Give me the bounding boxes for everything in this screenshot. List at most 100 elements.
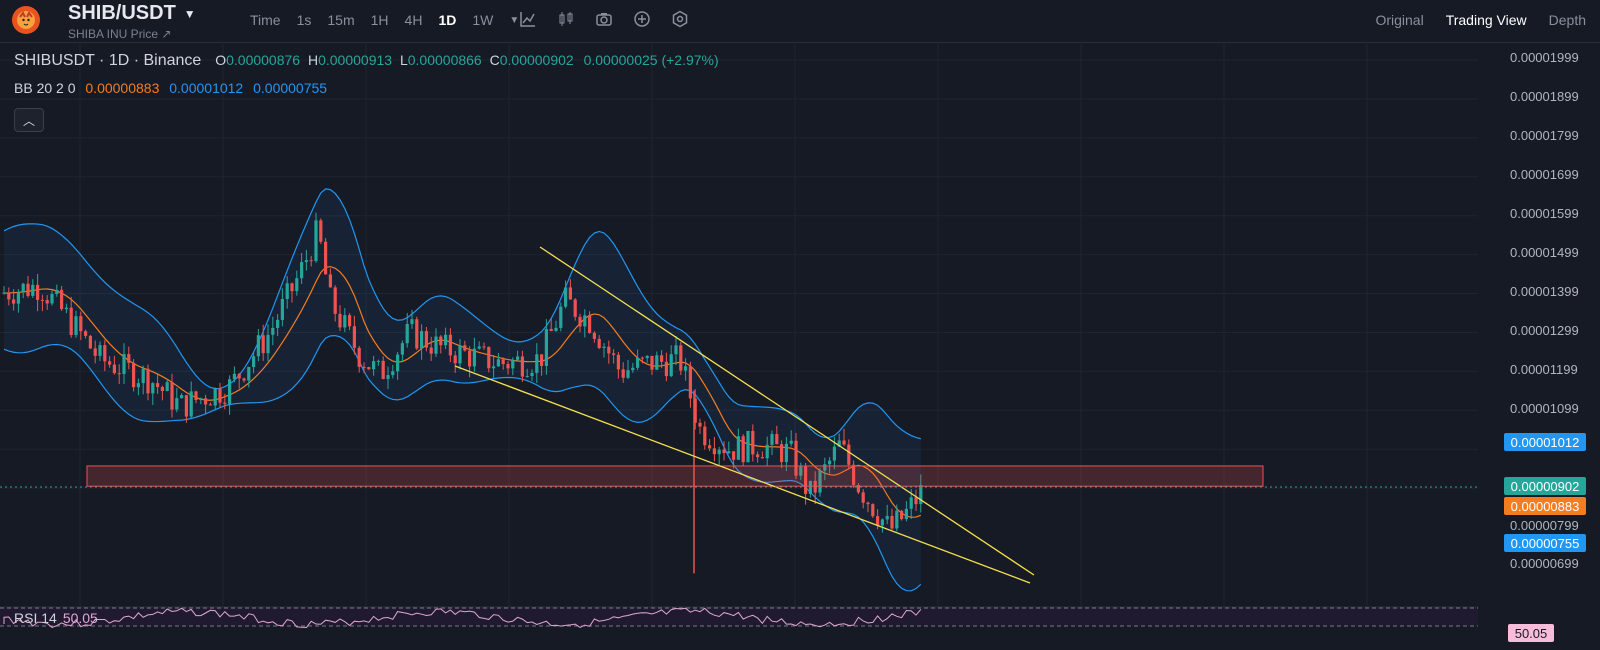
candle-body [554,327,558,331]
candle-body [559,306,563,328]
open-value: 0.00000876 [226,52,301,68]
candle-body [420,331,424,349]
settings-hex-icon[interactable] [670,9,690,29]
candle-body [36,284,40,300]
candle-body [501,359,505,365]
candle-body [540,354,544,366]
candle-body [213,388,217,406]
rsi-pane[interactable] [0,606,1478,648]
view-tabs: Original Trading View Depth [1375,12,1586,28]
candle-body [727,451,731,454]
candle-body [712,448,716,455]
candle-body [290,283,294,292]
tab-original[interactable]: Original [1375,12,1424,28]
candle-body [818,470,822,493]
candle-body [357,347,361,367]
candle-body [55,289,59,295]
candle-body [496,359,500,367]
candle-body [170,382,174,410]
candle-body [717,449,721,455]
candle-body [616,354,620,370]
tf-1d[interactable]: 1D [438,12,457,28]
candle-body [242,378,246,381]
candle-body [324,241,328,275]
candle-body [660,355,664,362]
tf-4h[interactable]: 4H [404,12,423,28]
ohlc-legend: SHIBUSDT · 1D · Binance O0.00000876 H0.0… [14,52,719,70]
candle-body [597,338,601,348]
candle-body [674,345,678,355]
bb-legend[interactable]: BB 20 2 0 0.00000883 0.00001012 0.000007… [14,80,333,96]
price-tick: 0.00001799 [1510,128,1579,143]
candles-icon[interactable] [556,9,576,29]
candle-body [780,444,784,463]
candle-body [636,357,640,368]
candle-body [631,367,635,371]
add-circle-icon[interactable] [632,9,652,29]
candle-body [837,440,841,447]
pair-subtitle-link[interactable]: SHIBA INU Price ↗ [68,27,172,41]
pair-selector[interactable]: SHIB/USDT ▼ [68,2,196,25]
price-tick: 0.00000799 [1510,518,1579,533]
symbol-label: SHIBUSDT · 1D · Binance [14,52,202,69]
candle-body [904,508,908,520]
candle-body [650,355,654,370]
candle-body [237,373,241,379]
candle-body [770,434,774,445]
high-label: H [307,52,319,68]
support-zone [86,465,1264,487]
candle-body [352,326,356,348]
price-tick: 0.00001899 [1510,89,1579,104]
tab-depth[interactable]: Depth [1548,12,1586,28]
tf-1w[interactable]: 1W [472,12,494,28]
candle-body [199,398,203,400]
candle-body [876,516,880,526]
candle-body [141,368,145,384]
candle-body [852,464,856,486]
candle-body [93,348,97,356]
candle-body [122,354,126,374]
candle-body [516,356,520,360]
candle-body [362,366,366,368]
price-chart[interactable] [0,42,1478,608]
candle-body [789,440,793,444]
candle-body [530,372,534,377]
candle-body [602,346,606,348]
candle-body [655,355,659,370]
candle-body [866,502,870,505]
tf-time[interactable]: Time [250,12,281,28]
tf-more-caret-icon[interactable]: ▼ [509,14,520,26]
candle-body [367,367,371,370]
candle-body [688,366,692,399]
candle-body [88,335,92,349]
tf-1s[interactable]: 1s [296,12,312,28]
camera-icon[interactable] [594,9,614,29]
candle-body [328,274,332,288]
candle-body [127,354,131,363]
price-axis[interactable]: 0.00001999 0.00001899 0.00001799 0.00001… [1478,42,1600,608]
candle-body [194,391,198,400]
candle-body [640,357,644,359]
candle-body [722,449,726,454]
candle-body [708,445,712,449]
open-label: O [215,52,227,68]
indicator-line-icon[interactable] [518,9,538,29]
tab-trading-view[interactable]: Trading View [1445,12,1527,28]
collapse-legend-button[interactable]: ︿ [14,108,44,132]
candle-body [832,446,836,461]
candle-body [482,346,486,348]
candle-body [204,398,208,405]
candle-body [74,316,78,336]
tf-1h[interactable]: 1H [370,12,389,28]
candle-body [208,404,212,406]
rsi-value-tag: 50.05 [1508,624,1554,642]
tf-15m[interactable]: 15m [327,12,355,28]
candle-body [304,260,308,263]
candle-body [112,364,116,374]
candle-body [276,319,280,328]
bollinger-lower-line [3,334,922,592]
candle-body [410,319,414,325]
candle-body [256,335,260,357]
candle-body [348,315,352,327]
candle-body [914,497,918,505]
